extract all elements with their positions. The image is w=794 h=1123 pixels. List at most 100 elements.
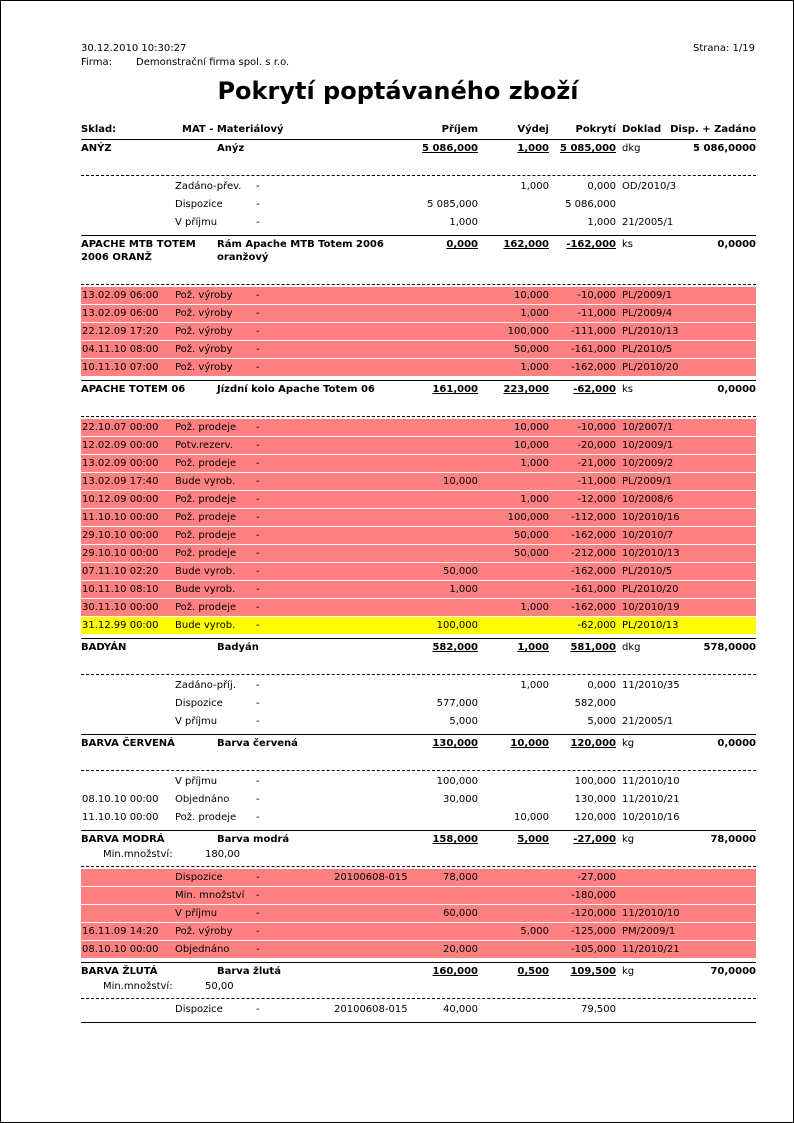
min-quantity-label: Min.množství:: [103, 849, 173, 860]
row-dash: -: [256, 872, 260, 883]
row-prijem: 1,000: [449, 584, 478, 595]
product-disp: 578,0000: [703, 642, 756, 653]
product-disp: 5 086,0000: [693, 143, 756, 154]
product-disp: 0,0000: [717, 738, 756, 749]
col-prijem: Příjem: [441, 124, 478, 135]
row-type: Bude vyrob.: [175, 566, 236, 577]
movement-list: Zadáno-přev. - 1,000 0,000 OD/2010/3 Dispozic…: [81, 175, 756, 235]
movement-list: 22.10.07 00:00 Pož. prodeje -10,000 -10,000…: [81, 416, 756, 638]
row-vydej: 1,000: [520, 308, 549, 319]
row-dash: -: [256, 890, 260, 901]
row-vydej: 10,000: [514, 812, 549, 823]
product-name: Rám Apache MTB Totem 2006 oranžový: [217, 239, 384, 263]
row-doklad: OD/2010/3: [622, 181, 677, 192]
row-pokryti: -27,000: [577, 872, 616, 883]
row-ref: 20100608-015: [334, 1004, 408, 1015]
row-vydej: 10,000: [514, 422, 549, 433]
row-vydej: 100,000: [507, 326, 549, 337]
row-dash: -: [256, 476, 260, 487]
row-type: Pož. výroby: [175, 308, 233, 319]
product-prijem: 582,000: [432, 642, 478, 653]
product-pokryti: -62,000: [573, 384, 616, 395]
column-header: Sklad: MAT - Materiálový Příjem Výdej Po…: [81, 124, 756, 140]
row-vydej: 1,000: [520, 458, 549, 469]
row-dash: -: [256, 602, 260, 613]
row-type: Pož. prodeje: [175, 494, 237, 505]
product-unit: kg: [622, 966, 635, 977]
row-pokryti: 582,000: [574, 698, 616, 709]
row-doklad: 11/2010/21: [622, 794, 680, 805]
movement-list: Zadáno-příj. - 1,000 0,000 11/2010/35 Dispozi…: [81, 674, 756, 734]
product-line: BARVA MODRÁ Barva modrá 158,000 5,000 -27,00…: [81, 833, 756, 846]
row-type: Potv.rezerv.: [175, 440, 233, 451]
row-date: 22.12.09 17:20: [82, 326, 159, 337]
movement-row: 12.02.09 00:00 Potv.rezerv. - 10,000 -20,000…: [81, 437, 756, 455]
row-date: 13.02.09 06:00: [82, 290, 159, 301]
product-section: BARVA MODRÁ Barva modrá 158,000 5,000 -27,00…: [81, 831, 756, 963]
row-type: Objednáno: [175, 944, 230, 955]
row-type: Pož. výroby: [175, 290, 233, 301]
product-pokryti: 5 085,000: [560, 143, 616, 154]
row-pokryti: 120,000: [574, 812, 616, 823]
movement-row: V příjmu - 100,000 100,000 11/2010/10: [81, 773, 756, 791]
movement-row: 13.02.09 00:00 Pož. prodeje - 1,000 -21,000 1…: [81, 455, 756, 473]
movement-row: 13.02.09 17:40 Bude vyrob. - 10,000 -11,000 P…: [81, 473, 756, 491]
row-type: Pož. prodeje: [175, 458, 237, 469]
row-pokryti: -21,000: [577, 458, 616, 469]
row-date: 31.12.99 00:00: [82, 620, 159, 631]
row-prijem: 20,000: [443, 944, 478, 955]
movement-row: 13.02.09 06:00 Pož. výroby - 1,000 -11,000 PL…: [81, 305, 756, 323]
row-type: Pož. prodeje: [175, 602, 237, 613]
row-doklad: 10/2010/19: [622, 602, 680, 613]
row-prijem: 5,000: [449, 716, 478, 727]
row-dash: -: [256, 1004, 260, 1015]
row-vydej: 1,000: [520, 602, 549, 613]
row-pokryti: -125,000: [571, 926, 616, 937]
row-dash: -: [256, 944, 260, 955]
product-pokryti: 581,000: [570, 642, 616, 653]
min-quantity-label: Min.množství:: [103, 981, 173, 992]
product-header: BARVA ŽLUTÁ Barva žlutá 160,000 0,500 109,50…: [81, 963, 756, 998]
movement-row: 10.11.10 07:00 Pož. výroby - 1,000 -162,000 P…: [81, 359, 756, 377]
product-prijem: 0,000: [446, 239, 478, 250]
row-doklad: PL/2010/20: [622, 584, 679, 595]
row-pokryti: -212,000: [571, 548, 616, 559]
product-code: BARVA MODRÁ: [81, 834, 165, 845]
row-type: Dispozice: [175, 199, 223, 210]
row-doklad: 10/2010/13: [622, 548, 680, 559]
row-dash: -: [256, 908, 260, 919]
sklad-label: Sklad:: [81, 124, 117, 135]
product-unit: ks: [622, 384, 634, 395]
product-vydej: 1,000: [517, 642, 549, 653]
row-prijem: 30,000: [443, 794, 478, 805]
row-date: 08.10.10 00:00: [82, 944, 159, 955]
row-vydej: 1,000: [520, 181, 549, 192]
row-type: Pož. prodeje: [175, 812, 237, 823]
product-vydej: 5,000: [517, 834, 549, 845]
row-type: Dispozice: [175, 872, 223, 883]
row-date: 08.10.10 00:00: [82, 794, 159, 805]
row-dash: -: [256, 344, 260, 355]
movement-row: 10.12.09 00:00 Pož. prodeje - 1,000 -12,000 1…: [81, 491, 756, 509]
movement-row: Dispozice - 577,000 582,000: [81, 695, 756, 713]
row-doklad: 10/2010/16: [622, 812, 680, 823]
row-doklad: 11/2010/10: [622, 776, 680, 787]
row-type: V příjmu: [175, 716, 218, 727]
row-doklad: 11/2010/21: [622, 944, 680, 955]
product-code: BARVA ŽLUTÁ: [81, 966, 158, 977]
row-date: 04.11.10 08:00: [82, 344, 159, 355]
row-pokryti: 79,500: [581, 1004, 616, 1015]
row-pokryti: -161,000: [571, 344, 616, 355]
row-pokryti: -112,000: [571, 512, 616, 523]
row-prijem: 60,000: [443, 908, 478, 919]
movement-row: Zadáno-přev. - 1,000 0,000 OD/2010/3: [81, 178, 756, 196]
row-dash: -: [256, 217, 260, 228]
row-pokryti: -162,000: [571, 530, 616, 541]
row-date: 22.10.07 00:00: [82, 422, 159, 433]
row-type: Zadáno-přev.: [175, 181, 242, 192]
row-dash: -: [256, 584, 260, 595]
row-type: V příjmu: [175, 908, 218, 919]
product-header: BADYÁN Badyán 582,000 1,000 581,000 dkg 578,00…: [81, 639, 756, 674]
row-dash: -: [256, 548, 260, 559]
row-dash: -: [256, 458, 260, 469]
